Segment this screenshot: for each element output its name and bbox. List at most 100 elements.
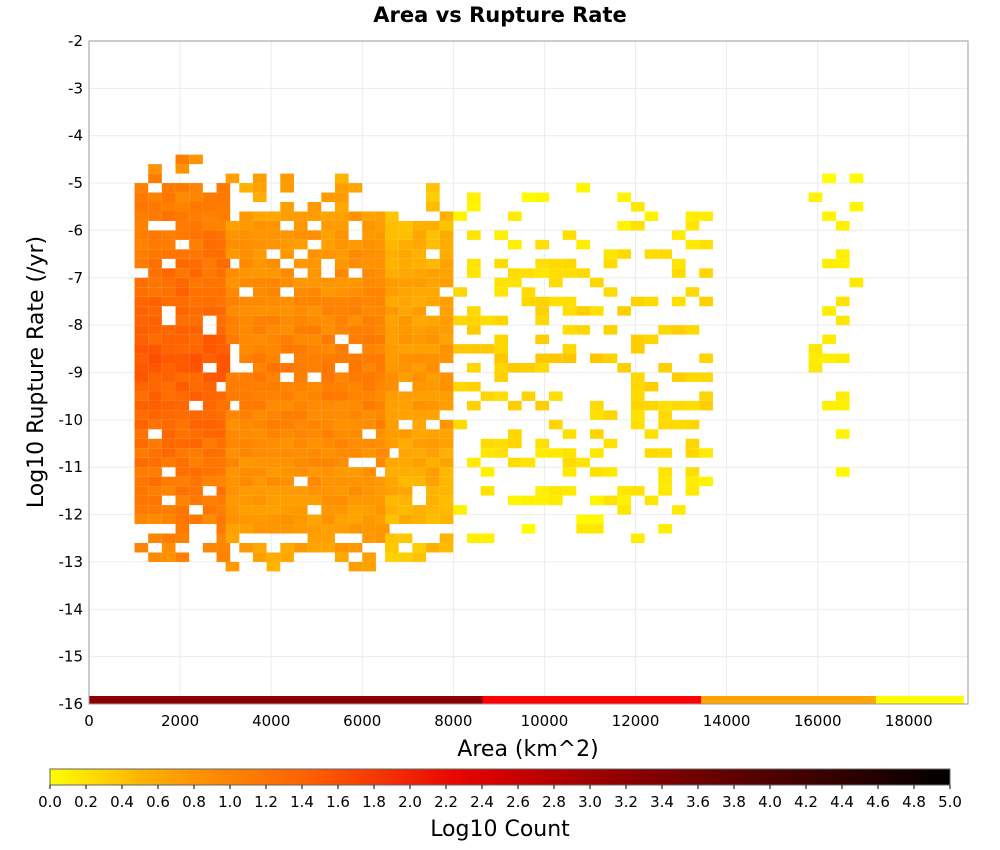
heatmap-cell — [334, 325, 349, 335]
heatmap-cell — [293, 391, 308, 401]
heatmap-cell — [808, 363, 823, 373]
heatmap-cell — [134, 344, 149, 354]
heatmap-cell — [293, 514, 308, 525]
heatmap-cell — [134, 448, 149, 458]
heatmap-cell — [348, 410, 363, 420]
heatmap-cell — [439, 542, 454, 553]
colorbar-tick-label: 1.0 — [218, 793, 242, 811]
heatmap-cell — [630, 296, 645, 307]
x-tick-label: 0 — [84, 712, 94, 730]
heatmap-cell — [439, 344, 454, 354]
heatmap-cell — [685, 211, 700, 221]
heatmap-cell — [348, 514, 363, 525]
heatmap-cell — [375, 230, 390, 240]
heatmap-cell — [658, 448, 672, 458]
heatmap-cell — [348, 277, 363, 288]
heatmap-cell — [175, 524, 190, 534]
heatmap-cell — [334, 173, 349, 184]
heatmap-cell — [280, 467, 294, 477]
heatmap-cell — [334, 315, 349, 326]
heatmap-cell — [589, 467, 604, 477]
heatmap-cell — [603, 467, 618, 477]
heatmap-cell — [293, 381, 308, 392]
heatmap-cell — [161, 391, 176, 401]
heatmap-cell — [252, 391, 267, 401]
heatmap-cell — [266, 315, 281, 326]
heatmap-cell — [398, 325, 413, 335]
heatmap-cell — [453, 315, 468, 326]
heatmap-cell — [426, 467, 440, 477]
heatmap-cell — [148, 277, 162, 288]
heatmap-cell — [348, 400, 363, 411]
heatmap-cell — [521, 192, 536, 203]
heatmap-cell — [398, 353, 413, 364]
heatmap-cell — [348, 353, 363, 364]
heatmap-cell — [216, 486, 231, 496]
heatmap-cell — [535, 438, 549, 449]
heatmap-cell — [252, 277, 267, 288]
marginal-cell — [351, 696, 363, 704]
colorbar-tick-label: 4.8 — [902, 793, 926, 811]
heatmap-cell — [453, 419, 468, 430]
heatmap-cell — [148, 287, 162, 297]
heatmap-cell — [535, 486, 549, 496]
heatmap-cell — [439, 419, 454, 430]
heatmap-cell — [293, 353, 308, 364]
heatmap-cell — [216, 552, 231, 562]
heatmap-cell — [161, 552, 176, 562]
colorbar-tick-label: 5.0 — [938, 793, 962, 811]
marginal-cell — [624, 696, 637, 704]
y-tick-label: -8 — [68, 316, 83, 334]
heatmap-cell — [161, 325, 176, 335]
heatmap-cell — [494, 287, 509, 297]
heatmap-cell — [685, 325, 700, 335]
marginal-cell — [668, 696, 680, 704]
heatmap-cell — [362, 344, 376, 354]
heatmap-cell — [175, 514, 190, 525]
heatmap-cell — [362, 400, 376, 411]
heatmap-cell — [307, 476, 322, 487]
heatmap-cell — [535, 296, 549, 307]
heatmap-cell — [494, 258, 509, 269]
marginal-cell — [493, 696, 505, 704]
heatmap-cell — [576, 524, 590, 534]
marginal-cell — [99, 696, 112, 704]
heatmap-cell — [134, 438, 149, 449]
y-tick-label: -11 — [59, 458, 84, 476]
heatmap-cell — [535, 239, 549, 250]
heatmap-cell — [398, 363, 413, 373]
heatmap-cell — [603, 287, 618, 297]
heatmap-cell — [202, 467, 217, 477]
heatmap-cell — [216, 192, 231, 203]
heatmap-cell — [412, 220, 427, 231]
heatmap-cell — [216, 429, 231, 439]
heatmap-cell — [239, 249, 253, 259]
colorbar-tick-label: 4.2 — [794, 793, 818, 811]
heatmap-cell — [202, 287, 217, 297]
heatmap-cell — [216, 353, 231, 364]
heatmap-cell — [134, 239, 149, 250]
marginal-cell — [242, 696, 254, 704]
heatmap-cell — [671, 258, 686, 269]
heatmap-cell — [266, 381, 281, 392]
heatmap-cell — [293, 287, 308, 297]
heatmap-cell — [307, 230, 322, 240]
marginal-cell — [690, 696, 702, 704]
heatmap-cell — [658, 410, 672, 420]
heatmap-cell — [348, 296, 363, 307]
heatmap-cell — [398, 552, 413, 562]
heatmap-cell — [362, 353, 376, 364]
heatmap-cell — [362, 391, 376, 401]
heatmap-cell — [385, 211, 399, 221]
heatmap-cell — [252, 467, 267, 477]
heatmap-cell — [385, 306, 399, 316]
heatmap-cell — [849, 202, 864, 212]
heatmap-cell — [398, 220, 413, 231]
heatmap-cell — [439, 429, 454, 439]
heatmap-cell — [375, 486, 390, 496]
heatmap-cell — [348, 363, 363, 373]
heatmap-cell — [202, 457, 217, 468]
heatmap-cell — [362, 239, 376, 250]
heatmap-cell — [334, 467, 349, 477]
marginal-cell — [701, 696, 713, 704]
